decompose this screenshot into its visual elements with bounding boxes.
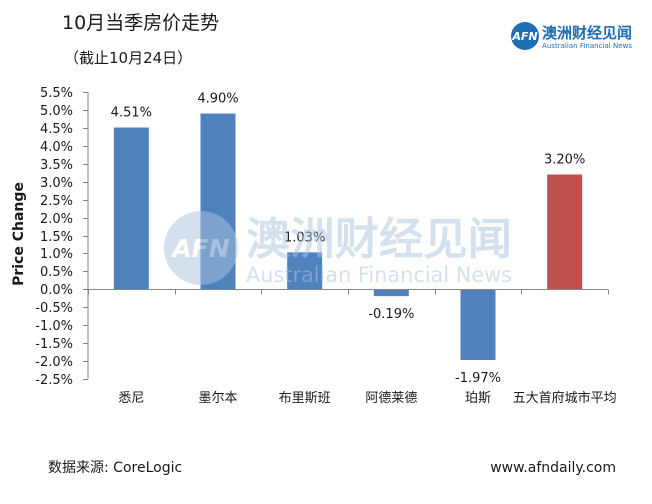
y-tick-label: 2.0% [40, 212, 73, 227]
y-tick-label: 0.5% [40, 265, 73, 280]
y-tick-label: 2.5% [40, 194, 73, 209]
data-source: 数据来源: CoreLogic [48, 460, 182, 476]
bar-value-label: -1.97% [455, 371, 501, 386]
y-tick-label: -0.5% [35, 301, 73, 316]
y-tick-label: 5.0% [40, 104, 73, 119]
x-tick-label: 阿德莱德 [365, 391, 417, 406]
chart-subtitle: （截止10月24日） [64, 49, 192, 67]
x-tick-label: 悉尼 [118, 391, 144, 406]
chart-bar [287, 252, 323, 290]
y-tick-label: -1.0% [35, 319, 73, 334]
logo-name-en: Australian Financial News [542, 42, 632, 50]
x-tick-label: 墨尔本 [198, 391, 237, 406]
y-tick-label: -2.0% [35, 355, 73, 370]
bar-value-label: 4.90% [197, 92, 238, 107]
y-tick-label: 0.0% [40, 283, 73, 298]
x-tick-label: 五大首府城市平均 [513, 390, 617, 406]
bar-value-label: 1.03% [284, 230, 325, 245]
brand-logo: AFN 澳洲财经见闻 Australian Financial News [511, 22, 632, 50]
y-tick-label: 5.5% [40, 86, 73, 101]
logo-mark-text: AFN [511, 30, 537, 43]
chart-bar [460, 289, 496, 360]
y-tick-label: 3.5% [40, 158, 73, 173]
y-tick-label: 3.0% [40, 176, 73, 191]
logo-name-cn: 澳洲财经见闻 [542, 24, 632, 42]
y-tick-label: 4.5% [40, 122, 73, 137]
bar-value-label: -0.19% [368, 307, 414, 322]
y-tick-label: -2.5% [35, 373, 73, 388]
chart-bar [373, 289, 409, 297]
watermark-logo-icon [164, 211, 238, 285]
bar-value-label: 3.20% [544, 153, 585, 168]
watermark-mark-text: AFN [170, 234, 229, 263]
website-url: www.afndaily.com [490, 460, 616, 476]
y-tick-label: 4.0% [40, 140, 73, 155]
afn-logo-icon [511, 22, 539, 50]
y-tick-label: -1.5% [35, 337, 73, 352]
watermark-name-cn: 澳洲财经见闻 [246, 214, 512, 265]
x-tick-label: 布里斯班 [279, 391, 331, 406]
y-tick-label: 1.5% [40, 230, 73, 245]
chart-title: 10月当季房价走势 [62, 12, 219, 34]
watermark: AFN 澳洲财经见闻 Australian Financial News [164, 211, 512, 287]
y-axis-title: Price Change [11, 182, 27, 286]
chart-bar [113, 127, 149, 290]
bar-value-label: 4.51% [111, 106, 152, 121]
chart-bar [547, 174, 583, 290]
watermark-name-en: Australian Financial News [246, 263, 512, 287]
y-tick-label: 1.0% [40, 247, 73, 262]
x-tick-label: 珀斯 [465, 391, 491, 406]
